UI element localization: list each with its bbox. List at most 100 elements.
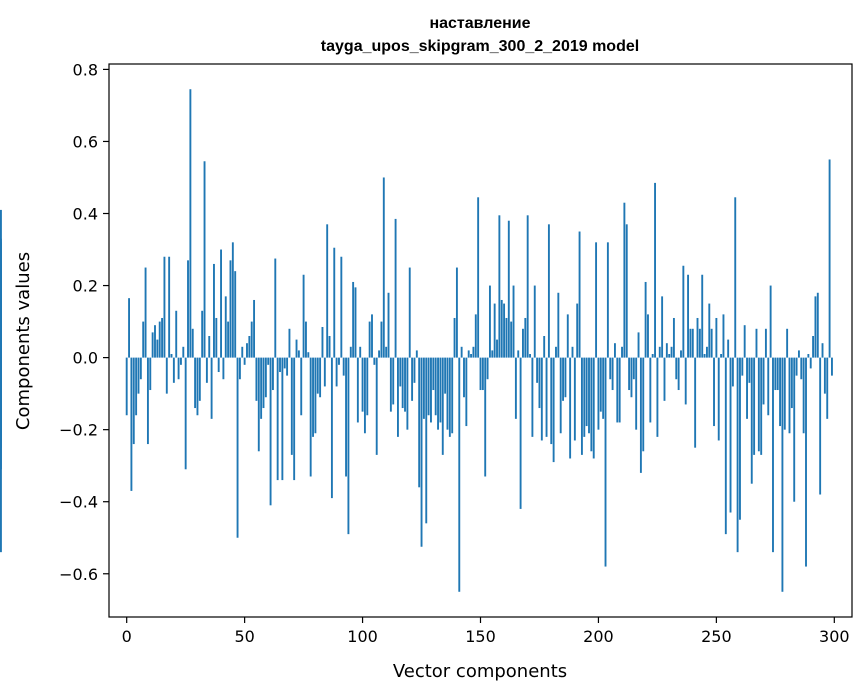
bar-113	[392, 357, 395, 405]
bar-54	[253, 299, 256, 358]
bar-7	[142, 321, 145, 358]
bar-104	[371, 314, 373, 358]
chart-title-line-2: tayga_upos_skipgram_300_2_2019 model	[321, 38, 639, 55]
bar-101	[363, 357, 366, 434]
bar-143	[463, 357, 465, 398]
bar-120	[408, 267, 411, 358]
bar-24	[182, 346, 185, 358]
bar-190	[573, 357, 576, 441]
bar-170	[526, 215, 529, 358]
bar-61	[269, 357, 272, 506]
bar-133	[439, 357, 442, 423]
bar-series	[0, 89, 833, 592]
bar-45	[231, 242, 234, 358]
bar-91	[340, 256, 343, 358]
bar-298	[828, 159, 831, 358]
bar-286	[800, 357, 803, 380]
bar-22	[177, 357, 180, 380]
bar-214	[630, 357, 633, 398]
bar-195	[585, 357, 588, 427]
bar-222	[649, 357, 652, 423]
bar-undefined	[0, 357, 2, 553]
bar-193	[580, 357, 583, 455]
bar-234	[677, 357, 680, 391]
bar-74	[300, 357, 303, 416]
bar-153	[486, 357, 489, 380]
bar-90	[338, 357, 340, 365]
bar-241	[694, 357, 697, 448]
bar-4	[135, 357, 138, 416]
bar-172	[531, 357, 534, 437]
y-tick-label: −0.2	[59, 421, 98, 440]
bar-257	[731, 357, 734, 387]
bar-49	[241, 346, 244, 358]
bar-282	[790, 357, 793, 409]
bar-26	[187, 260, 189, 358]
bar-86	[328, 336, 331, 358]
bar-237	[684, 357, 687, 405]
bar-107	[378, 350, 381, 358]
bar-236	[682, 265, 685, 358]
bar-186	[564, 357, 567, 398]
bar-165	[514, 357, 517, 419]
bar-219	[642, 357, 645, 452]
bar-undefined	[0, 325, 2, 358]
bar-65	[279, 357, 281, 373]
bar-182	[555, 346, 557, 358]
bar-287	[802, 357, 805, 434]
bar-279	[783, 357, 786, 430]
bar-100	[361, 357, 364, 412]
bar-173	[533, 285, 536, 358]
bar-102	[366, 357, 369, 416]
bar-0	[125, 357, 128, 416]
bar-62	[271, 357, 274, 391]
bar-81	[316, 357, 319, 394]
bar-92	[342, 357, 345, 376]
bar-131	[434, 357, 437, 416]
bar-116	[399, 357, 402, 387]
bar-198	[592, 357, 595, 459]
bar-137	[448, 357, 451, 437]
bar-254	[724, 357, 727, 535]
bar-89	[335, 357, 338, 387]
bar-292	[814, 296, 817, 358]
bar-243	[698, 328, 701, 358]
bar-224	[654, 182, 656, 358]
bar-47	[236, 357, 239, 538]
bar-2	[130, 357, 133, 491]
bar-undefined	[0, 238, 2, 358]
bar-183	[557, 292, 560, 358]
bar-94	[347, 357, 350, 535]
bar-53	[250, 321, 253, 358]
x-tick-label: 250	[701, 627, 732, 646]
bar-69	[288, 328, 291, 358]
bar-207	[614, 343, 616, 358]
bar-145	[467, 350, 470, 358]
bar-208	[616, 357, 619, 423]
bar-152	[484, 357, 487, 477]
bar-85	[326, 224, 329, 358]
bar-10	[149, 357, 152, 391]
bar-38	[215, 317, 218, 358]
bar-33	[203, 161, 206, 358]
bar-105	[373, 357, 376, 365]
bar-164	[512, 285, 515, 358]
bar-117	[401, 357, 404, 409]
x-tick-label: 300	[819, 627, 850, 646]
bar-111	[387, 292, 390, 358]
bar-206	[611, 357, 614, 391]
bar-252	[720, 354, 723, 358]
bar-189	[571, 346, 574, 358]
bar-288	[805, 357, 807, 567]
bar-213	[628, 357, 631, 391]
bar-19	[170, 354, 173, 358]
bar-64	[276, 357, 279, 481]
bar-43	[227, 321, 230, 358]
bar-30	[196, 357, 199, 416]
bar-121	[411, 357, 414, 401]
bar-176	[540, 357, 543, 441]
bar-272	[767, 357, 770, 416]
bar-235	[680, 350, 682, 358]
bar-17	[165, 357, 168, 394]
bar-88	[333, 247, 336, 358]
